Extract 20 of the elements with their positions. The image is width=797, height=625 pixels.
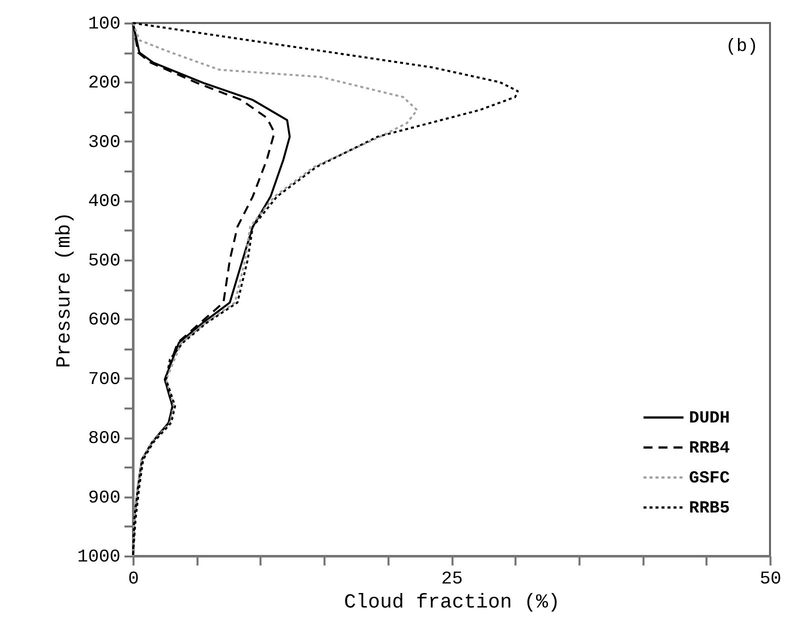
y-tick-label: 1000 [77, 548, 120, 568]
x-tick-label: 25 [441, 570, 463, 590]
x-tick-label: 50 [760, 570, 782, 590]
y-tick-label: 800 [88, 429, 120, 450]
y-tick-label: 500 [88, 251, 120, 272]
legend-label: DUDH [689, 410, 730, 428]
x-axis-title: Cloud fraction (%) [344, 592, 560, 614]
annotation: (b) [726, 37, 758, 57]
y-tick-label: 400 [88, 192, 120, 212]
x-tick-label: 0 [128, 570, 139, 590]
y-tick-label: 200 [88, 74, 120, 94]
y-tick-label: 100 [88, 14, 120, 34]
legend-label: RRB4 [689, 440, 730, 458]
y-tick-label: 600 [88, 310, 120, 331]
y-axis-title: Pressure (mb) [53, 212, 76, 368]
y-tick-label: 700 [88, 370, 120, 390]
legend-label: GSFC [689, 470, 730, 488]
y-tick-label: 900 [88, 488, 120, 508]
y-tick-label: 300 [88, 132, 120, 153]
legend-label: RRB5 [689, 500, 730, 518]
